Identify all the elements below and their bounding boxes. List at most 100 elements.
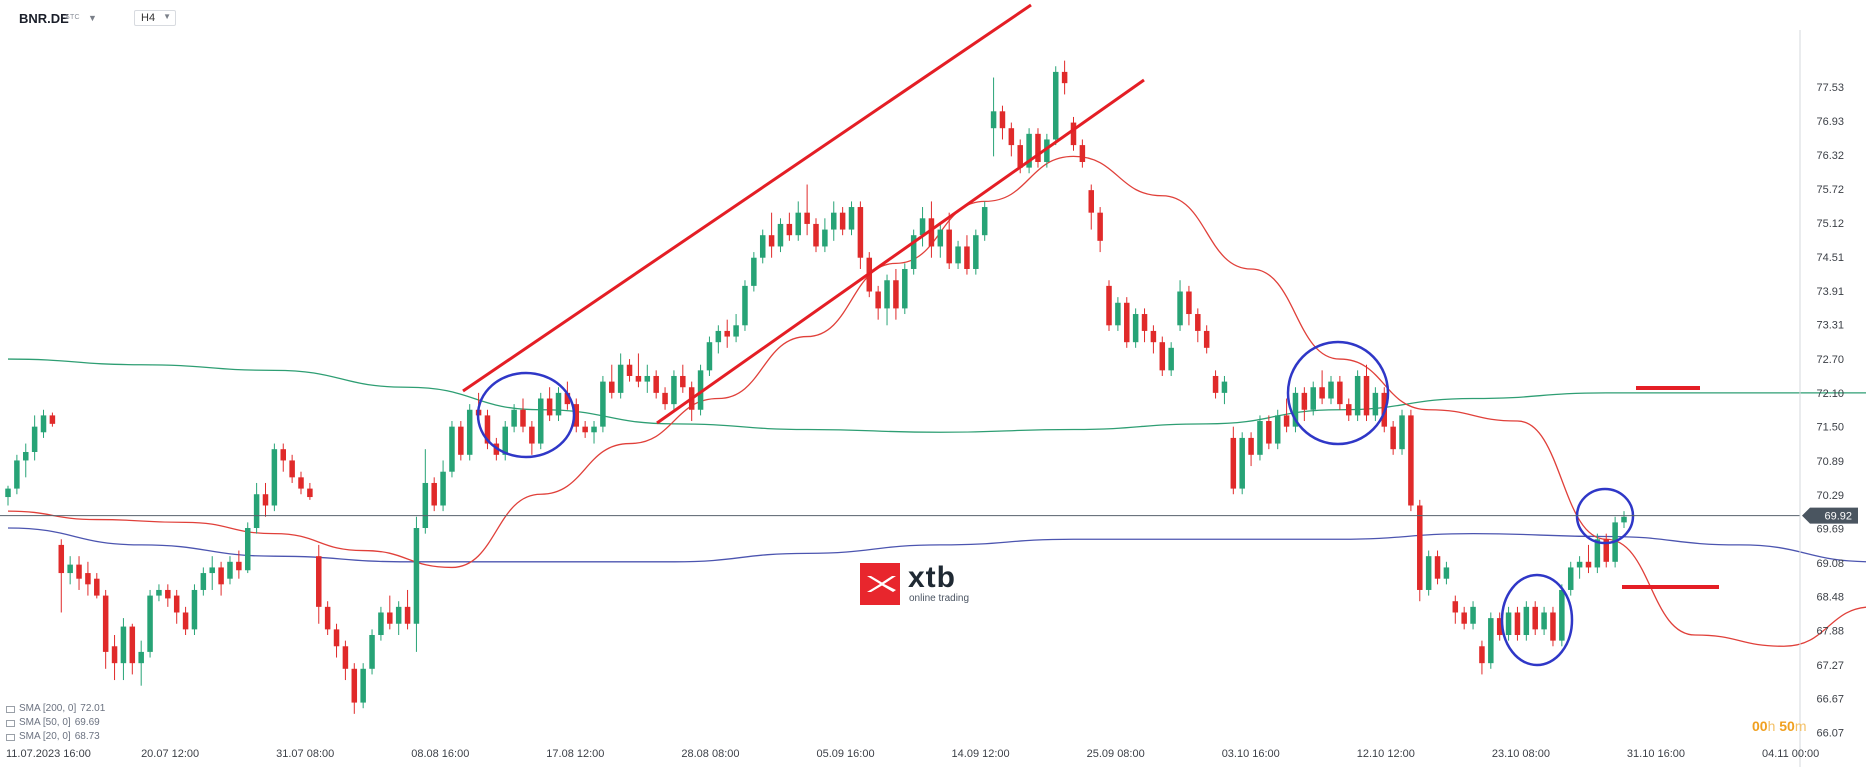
candle-body xyxy=(289,460,295,478)
candle-body xyxy=(1088,190,1095,213)
candle-body xyxy=(964,246,970,269)
candle-body xyxy=(662,392,668,405)
candle-body xyxy=(537,398,544,444)
candle-body xyxy=(307,488,313,498)
x-tick-label: 03.10 16:00 xyxy=(1222,748,1280,760)
candle-body xyxy=(733,325,739,337)
symbol-type-label: STC xyxy=(65,14,80,21)
x-tick-label: 14.09 12:00 xyxy=(952,748,1010,760)
candle-body xyxy=(316,556,322,607)
x-tick-label: 08.08 16:00 xyxy=(411,748,469,760)
candle-body xyxy=(85,573,91,585)
candle-body xyxy=(1195,314,1201,331)
candle-body xyxy=(831,212,837,230)
time-axis[interactable]: 11.07.2023 16:00 20.07 12:00 31.07 08:00 08… xyxy=(6,748,1819,760)
candle-countdown: 00h 50m xyxy=(1752,718,1807,734)
x-tick-label: 11.07.2023 16:00 xyxy=(6,748,91,760)
candle-body xyxy=(1248,437,1254,455)
timeframe-value: H4 xyxy=(141,12,156,24)
y-tick-label: 67.88 xyxy=(1816,626,1844,638)
candle-body xyxy=(138,651,144,664)
y-tick-label: 75.72 xyxy=(1816,184,1844,196)
candle-body xyxy=(1070,122,1077,146)
candle-body xyxy=(1408,415,1414,506)
candle-body xyxy=(529,426,535,444)
candle-body xyxy=(1061,71,1068,84)
candle-body xyxy=(244,528,251,571)
legend-item-sma200[interactable]: SMA [200, 0] 72.01 xyxy=(6,702,105,716)
candle-body xyxy=(1168,347,1174,371)
candle-body xyxy=(440,471,446,506)
candle-body xyxy=(1026,133,1032,168)
price-tag-value: 69.92 xyxy=(1824,511,1852,523)
candle-body xyxy=(5,488,11,498)
symbol-dropdown-icon[interactable]: ▼ xyxy=(88,13,97,23)
x-tick-label: 31.07 08:00 xyxy=(276,748,334,760)
legend-value: 72.01 xyxy=(80,703,106,714)
y-tick-label: 72.10 xyxy=(1816,388,1844,400)
legend-value: 69.69 xyxy=(74,717,100,728)
y-tick-label: 77.53 xyxy=(1816,82,1844,94)
y-tick-label: 67.27 xyxy=(1816,660,1844,672)
candle-body xyxy=(1488,618,1494,664)
xtb-logo: xtb online trading xyxy=(860,561,982,605)
highlight-circle-3[interactable] xyxy=(1500,573,1574,667)
candle-body xyxy=(236,561,242,571)
xtb-logo-mark-icon xyxy=(860,563,900,605)
candle-body xyxy=(23,451,29,461)
timeframe-select[interactable]: H4 ▼ xyxy=(134,10,176,26)
highlight-circle-1[interactable] xyxy=(476,371,576,459)
legend-label: SMA [50, 0] xyxy=(19,717,71,728)
candle-body xyxy=(502,426,508,455)
candle-body xyxy=(1372,392,1379,416)
candle-body xyxy=(1106,285,1112,326)
candle-body xyxy=(919,218,926,236)
countdown-minutes: 50 xyxy=(1779,718,1795,734)
channel-upper-line[interactable] xyxy=(462,3,1032,393)
y-tick-label: 70.29 xyxy=(1816,490,1844,502)
moving-average-lines xyxy=(7,155,1866,647)
candle-body xyxy=(1452,601,1459,613)
candle-body xyxy=(990,111,997,129)
highlight-circle-2[interactable] xyxy=(1286,340,1390,446)
x-tick-label: 20.07 12:00 xyxy=(141,748,199,760)
symbol-label[interactable]: BNR.DE xyxy=(19,11,69,26)
legend-item-sma50[interactable]: SMA [50, 0] 69.69 xyxy=(6,716,105,730)
legend-value: 68.73 xyxy=(74,731,100,742)
candle-body xyxy=(1594,539,1601,568)
candle-body xyxy=(147,595,153,652)
candle-body xyxy=(564,392,571,405)
candle-body xyxy=(893,280,899,309)
candle-body xyxy=(1425,556,1432,590)
candle-body xyxy=(635,375,642,382)
legend-label: SMA [20, 0] xyxy=(19,731,71,742)
price-tag-background xyxy=(1802,507,1858,524)
candle-body xyxy=(955,246,961,264)
indicator-settings-icon xyxy=(6,733,15,741)
y-tick-label: 71.50 xyxy=(1816,422,1844,434)
sma20-line xyxy=(7,155,1866,647)
candle-body xyxy=(324,606,331,630)
candle-body xyxy=(511,409,517,427)
price-axis[interactable]: 77.53 76.93 76.32 75.72 75.12 74.51 73.91 73.31… xyxy=(1799,30,1844,767)
legend-item-sma20[interactable]: SMA [20, 0] 68.73 xyxy=(6,730,105,744)
timeframe-dropdown-icon: ▼ xyxy=(163,12,171,21)
candle-body xyxy=(884,280,890,309)
candle-body xyxy=(1479,646,1485,664)
candle-body xyxy=(928,218,935,247)
candle-body xyxy=(449,426,455,472)
candle-body xyxy=(1434,556,1441,579)
candle-body xyxy=(466,409,473,455)
candle-body xyxy=(1417,505,1423,590)
candle-body xyxy=(351,668,358,703)
candle-body xyxy=(857,207,864,258)
candle-body xyxy=(1470,606,1476,624)
candle-body xyxy=(1159,342,1166,371)
brand-name: xtb xyxy=(908,561,956,594)
candle-body xyxy=(937,229,944,247)
candlestick-series xyxy=(5,60,1627,714)
candle-body xyxy=(369,635,375,669)
channel-lower-line[interactable] xyxy=(656,78,1145,425)
candle-body xyxy=(14,460,20,489)
